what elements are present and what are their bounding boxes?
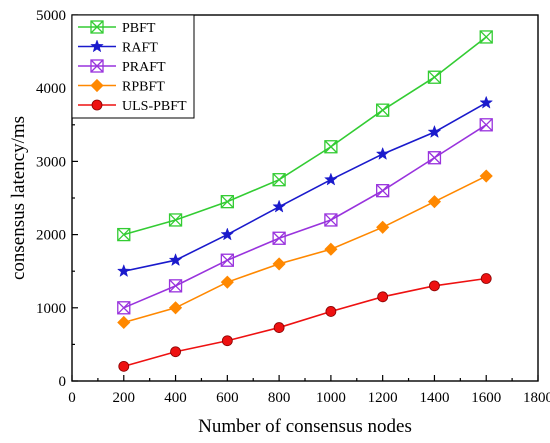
x-tick-label: 600 <box>216 390 239 406</box>
point-praft <box>427 151 442 165</box>
legend: PBFT RAFT PRAFT RPBFT ULS-PBFT <box>71 14 195 119</box>
point-pbft-cross <box>479 30 493 44</box>
y-tick-label: 1000 <box>36 301 66 317</box>
x-tick-label: 1400 <box>419 390 449 406</box>
y-tick-label: 2000 <box>36 228 66 244</box>
x-tick-label: 200 <box>113 390 136 406</box>
point-pbft <box>376 103 390 117</box>
x-axis-title: Number of consensus nodes <box>198 416 412 437</box>
x-tick-label: 400 <box>164 390 187 406</box>
point-uls-pbft <box>273 322 285 333</box>
point-pbft <box>220 195 234 209</box>
point-rpbft <box>117 315 131 330</box>
point-praft <box>220 253 234 267</box>
legend-marker-rpbft <box>90 78 104 93</box>
point-rpbft <box>324 242 338 256</box>
legend-label-praft: PRAFT <box>122 60 166 75</box>
point-pbft-cross <box>117 228 131 242</box>
axis-ticks: 0 200 400 600 800 1000 1200 1400 1600 1800 0 1000 20… <box>36 8 550 406</box>
point-praft-cross <box>324 213 338 227</box>
point-pbft <box>168 213 183 227</box>
point-rpbft <box>168 301 183 315</box>
point-pbft-cross <box>376 103 390 117</box>
point-raft <box>427 124 442 138</box>
series-markers <box>116 30 494 372</box>
legend-marker-raft <box>90 39 104 53</box>
point-uls-pbft <box>170 346 181 358</box>
point-rpbft <box>272 257 286 271</box>
point-pbft-cross <box>324 140 338 154</box>
x-tick-label: 1800 <box>523 390 550 406</box>
point-pbft-cross <box>220 195 234 209</box>
point-rpbft <box>376 220 390 234</box>
point-uls-pbft <box>118 360 130 372</box>
legend-marker-uls-pbft <box>91 99 103 111</box>
x-tick-label: 1000 <box>316 390 346 406</box>
y-tick-label: 0 <box>59 374 67 390</box>
point-praft <box>168 279 183 293</box>
point-praft-cross <box>220 253 234 267</box>
legend-label-pbft: PBFT <box>122 21 156 36</box>
series-line-rpbft <box>123 175 487 324</box>
point-pbft <box>479 30 493 44</box>
series-lines <box>123 36 487 368</box>
point-pbft-cross <box>427 70 441 84</box>
point-raft <box>375 146 390 160</box>
point-rpbft <box>220 275 234 289</box>
point-rpbft <box>427 195 442 209</box>
x-tick-label: 0 <box>68 390 76 406</box>
point-praft-cross <box>169 279 183 293</box>
point-praft <box>376 184 390 198</box>
point-uls-pbft <box>221 335 233 347</box>
point-praft <box>117 301 131 315</box>
point-pbft <box>272 173 286 187</box>
point-uls-pbft <box>480 273 492 284</box>
point-praft-cross <box>117 301 131 315</box>
series-line-raft <box>123 102 487 272</box>
legend-label-raft: RAFT <box>122 41 158 56</box>
point-uls-pbft <box>325 306 337 317</box>
legend-marker-praft-cross <box>90 59 104 73</box>
x-tick-label: 1600 <box>471 390 501 406</box>
point-uls-pbft <box>377 291 389 303</box>
point-praft-cross <box>427 151 441 165</box>
point-uls-pbft <box>429 280 440 292</box>
point-raft <box>324 172 338 186</box>
legend-marker-praft <box>90 59 104 73</box>
point-praft <box>324 213 338 227</box>
point-pbft-cross <box>272 173 286 187</box>
point-praft-cross <box>376 184 390 198</box>
point-praft-cross <box>479 118 493 132</box>
legend-marker-pbft-cross <box>90 20 104 34</box>
y-axis-title: consensus latency/ms <box>8 116 29 280</box>
x-tick-label: 1200 <box>368 390 398 406</box>
legend-label-uls-pbft: ULS-PBFT <box>122 99 187 114</box>
legend-marker-pbft <box>90 20 104 34</box>
point-pbft <box>117 227 131 242</box>
legend-label-rpbft: RPBFT <box>122 80 165 95</box>
point-praft-cross <box>272 231 286 245</box>
series-line-pbft <box>123 36 487 236</box>
point-pbft-cross <box>169 213 183 227</box>
point-raft <box>272 199 286 213</box>
point-raft <box>168 252 183 267</box>
point-pbft <box>324 140 338 154</box>
point-raft <box>220 227 235 241</box>
point-raft <box>479 95 494 109</box>
point-rpbft <box>479 169 493 183</box>
point-praft <box>272 231 286 245</box>
point-raft <box>116 263 131 278</box>
series-line-praft <box>123 124 487 309</box>
y-tick-label: 4000 <box>36 81 66 97</box>
series-line-uls-pbft <box>123 277 487 368</box>
y-tick-label: 3000 <box>36 154 66 170</box>
y-tick-label: 5000 <box>36 8 66 24</box>
point-praft <box>479 118 493 132</box>
x-tick-label: 800 <box>268 390 291 406</box>
point-pbft <box>427 70 442 84</box>
